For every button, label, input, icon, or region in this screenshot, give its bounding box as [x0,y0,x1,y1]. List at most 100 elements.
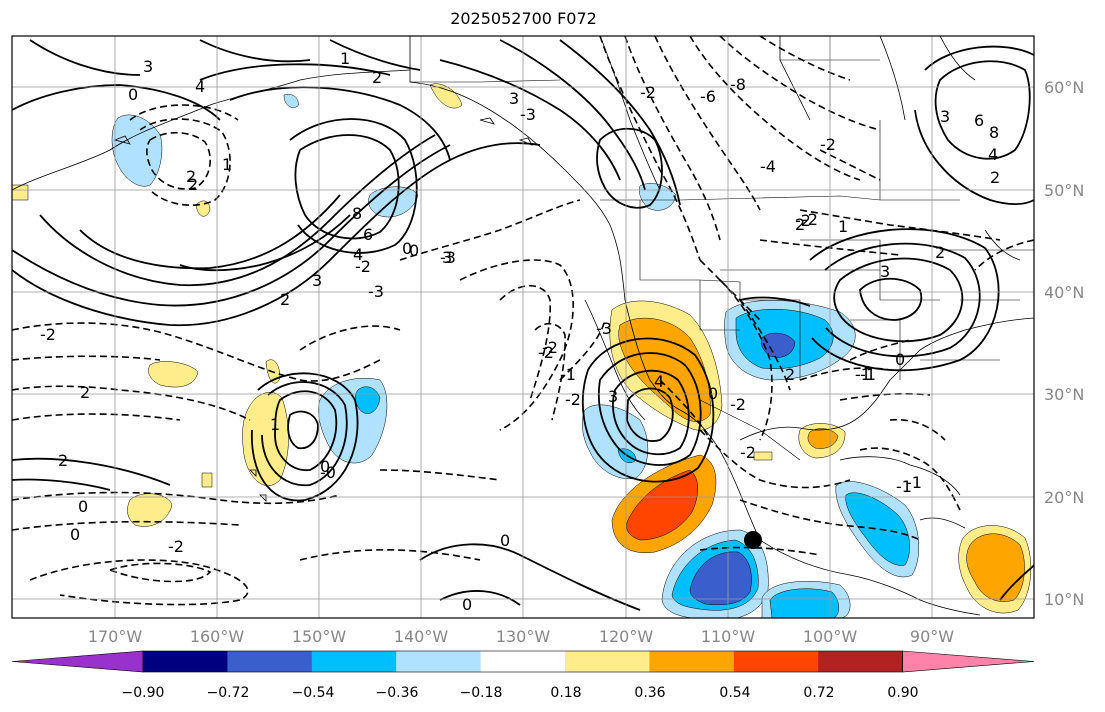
contour-label: -1 [860,365,876,384]
figure-title: 2025052700 F072 [450,9,597,28]
contour-label: 0 [462,595,472,614]
contour-label: -3 [520,105,536,124]
lat-label: 30°N [1044,385,1084,404]
contour-labels: 3 4 0 2 1 2 3 6 8 6 4 3 2 0 3 0 2 1 3 4 … [40,49,1000,614]
shaded-anomalies [12,83,1032,618]
contour-label: 1 [340,49,350,68]
contour-label: 2 [785,365,795,384]
contour-label: 3 [940,107,950,126]
contour-label: 0 [320,457,330,476]
colorbar-tick-label: −0.18 [460,685,503,701]
contour-label: -2 [730,395,746,414]
contour-label: 2 [372,68,382,87]
contour-label: 3 [509,89,519,108]
contour-label: -1 [896,477,912,496]
contour-label: -1 [855,365,871,384]
contour-label: 1 [222,155,232,174]
contour-label: -2 [538,343,554,362]
colorbar-outline [142,650,903,673]
colorbar-tick-label: 0.90 [887,685,918,701]
colorbar-tick-label: 0.18 [550,685,581,701]
contour-label: 3 [143,57,153,76]
lon-label: 110°W [701,627,756,646]
colorbar-tick-label: −0.36 [376,685,419,701]
contour-label: 3 [442,248,452,267]
contour-label: -8 [730,75,746,94]
contour-label: -2 [802,210,818,229]
contour-label: 0 [409,241,419,260]
colorbar-segment [733,651,819,672]
contour-label: -2 [795,211,811,230]
lon-label: 120°W [599,627,654,646]
contour-label: 2 [186,167,196,186]
contour-label: 4 [195,77,205,96]
contour-label: 2 [188,175,198,194]
colorbar-extend-high [902,650,1035,673]
colorbar-tick-label: 0.36 [634,685,665,701]
lon-label: 100°W [803,627,858,646]
contour-label: 8 [989,123,999,142]
contour-label: 0 [895,350,905,369]
negative-contours [12,36,1034,606]
colorbar [11,650,1035,673]
contour-label: -2 [168,537,184,556]
contour-label: 2 [280,290,290,309]
contour-label: 0 [708,384,718,403]
contour-label: 3 [880,262,890,281]
longitude-labels: 170°W 160°W 150°W 140°W 130°W 120°W 110°… [88,627,954,646]
colorbar-segment [143,651,228,672]
contour-label: -0 [320,463,336,482]
contour-label: 8 [352,204,362,223]
location-marker [744,531,762,549]
contour-label: -2 [820,135,836,154]
colorbar-segment [396,651,482,672]
colorbar-tick-label: 0.54 [719,685,750,701]
colorbar-tick-label: 0.72 [803,685,834,701]
contour-label: 4 [353,245,363,264]
colorbar-extend-low [11,650,144,673]
colorbar-segment [818,651,904,672]
contour-label: -3 [440,248,456,267]
contour-label: 0 [70,525,80,544]
positive-contours [12,39,1034,611]
colorbar-labels: −0.90 −0.72 −0.54 −0.36 −0.18 0.18 0.36 … [122,685,919,701]
lon-label: 140°W [394,627,449,646]
contour-label: 2 [935,243,945,262]
contour-label: 4 [654,372,664,391]
lat-label: 50°N [1044,181,1084,200]
lon-label: 130°W [496,627,551,646]
contour-label: 3 [312,271,322,290]
contour-label: -2 [40,325,56,344]
colorbar-tick-label: −0.90 [122,685,165,701]
contour-label: -2 [640,83,656,102]
lat-label: 40°N [1044,283,1084,302]
lon-label: 90°W [910,627,954,646]
colorbar-tick-label: −0.54 [292,685,335,701]
lon-label: 170°W [88,627,143,646]
lat-label: 20°N [1044,488,1084,507]
contour-label: 0 [128,85,138,104]
contour-label: -3 [368,282,384,301]
contour-label: 0 [500,531,510,550]
contour-label: 4 [988,145,998,164]
contour-label: 6 [363,225,373,244]
latitude-labels: 60°N 50°N 40°N 30°N 20°N 10°N [1044,78,1084,609]
colorbar-segment [227,651,313,672]
graticule [12,36,1034,618]
contour-label: 2 [795,215,805,234]
contour-label: 0 [402,239,412,258]
contour-label: -3 [596,319,612,338]
lon-label: 150°W [292,627,347,646]
contour-label: 6 [974,111,984,130]
contour-label: -6 [700,87,716,106]
colorbar-tick-label: −0.72 [207,685,250,701]
contour-label: -1 [906,473,922,492]
contour-label: 2 [990,168,1000,187]
contour-label: -2 [740,443,756,462]
contour-label: -1 [560,365,576,384]
colorbar-segment [311,651,397,672]
lat-label: 60°N [1044,78,1084,97]
contour-label: -2 [565,390,581,409]
colorbar-segment [480,651,566,672]
